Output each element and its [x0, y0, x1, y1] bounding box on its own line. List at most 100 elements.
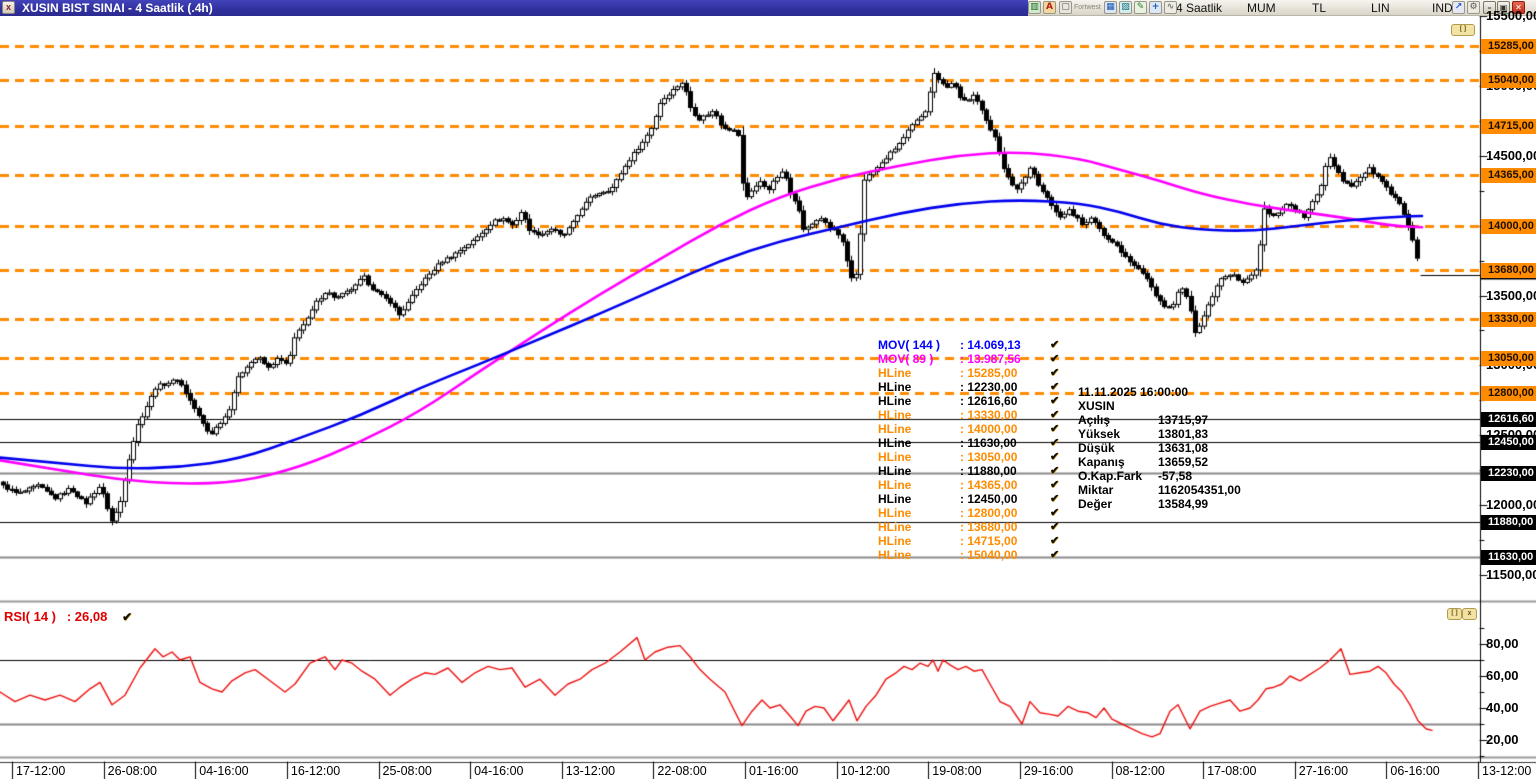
- legend-row-hline-15[interactable]: HLine: 15040,00 ✔: [878, 548, 1059, 562]
- price-axis-label: 13500,00: [1486, 287, 1536, 303]
- edit-check-icon[interactable]: ✔: [1050, 549, 1060, 561]
- titlebar: x XUSIN BIST SINAI - 4 Saatlik (.4h): [0, 0, 1028, 16]
- window-title: XUSIN BIST SINAI - 4 Saatlik (.4h): [22, 1, 213, 15]
- edit-check-icon[interactable]: ✔: [1050, 423, 1060, 435]
- legend-value: : 14.069,13: [960, 338, 1021, 352]
- legend-row-hline-2[interactable]: HLine: 15285,00 ✔: [878, 366, 1059, 380]
- navigate-icon[interactable]: +: [1149, 1, 1162, 14]
- legend-row-hline-14[interactable]: HLine: 14715,00 ✔: [878, 534, 1059, 548]
- legend-value: : 12230,00: [960, 380, 1018, 394]
- minimize-icon[interactable]: –: [1483, 1, 1496, 14]
- toolbar: Fortwest 4 Saatlik MUM TL LIN IND ↗ ⚙ – …: [1028, 0, 1536, 16]
- legend-row-hline-11[interactable]: HLine: 12450,00 ✔: [878, 492, 1059, 506]
- legend-row-hline-13[interactable]: HLine: 13680,00 ✔: [878, 520, 1059, 534]
- indicator-legend: MOV( 144 ): 14.069,13 ✔ MOV( 89 ): 13.987,…: [878, 338, 1059, 562]
- indicator-ind-button[interactable]: IND: [1432, 1, 1453, 15]
- x-axis-label: 10-12:00: [840, 764, 890, 778]
- hline-badge-black[interactable]: 12616,60: [1481, 411, 1536, 427]
- edit-check-icon[interactable]: ✔: [1050, 353, 1060, 365]
- x-axis-label: 04-16:00: [474, 764, 524, 778]
- legend-name: HLine: [878, 492, 912, 506]
- bar-info-box: 11.11.2025 16:00:00 XUSIN Açılış 13715,97…: [1078, 385, 1241, 511]
- hline-badge-orange[interactable]: 12800,00: [1481, 386, 1536, 402]
- close-icon[interactable]: x: [2, 1, 15, 14]
- legend-row-hline-10[interactable]: HLine: 14365,00 ✔: [878, 478, 1059, 492]
- hline-badge-black[interactable]: 11880,00: [1481, 514, 1536, 530]
- legend-row-hline-3[interactable]: HLine : 12230,00 ✔: [878, 380, 1059, 394]
- font-icon[interactable]: A: [1043, 1, 1056, 14]
- period-button[interactable]: 4 Saatlik: [1176, 1, 1223, 15]
- hline-badge-orange[interactable]: 14000,00: [1481, 218, 1536, 234]
- rsi-legend[interactable]: RSI( 14 ) : 26,08 ✔: [4, 609, 133, 624]
- legend-value: : 13050,00: [960, 450, 1018, 464]
- hline-badge-orange[interactable]: 13330,00: [1481, 312, 1536, 328]
- edit-check-icon[interactable]: ✔: [1050, 395, 1060, 407]
- legend-value: : 13680,00: [960, 520, 1018, 534]
- edit-check-icon[interactable]: ✔: [1050, 367, 1060, 379]
- legend-value: : 11880,00: [960, 464, 1017, 478]
- hline-badge-orange[interactable]: 15040,00: [1481, 73, 1536, 89]
- legend-name: HLine: [878, 380, 912, 394]
- rsi-pane-maximize-button[interactable]: []: [1447, 608, 1462, 620]
- x-axis-label: 25-08:00: [382, 764, 432, 778]
- scale-lin-button[interactable]: LIN: [1371, 1, 1390, 15]
- legend-row-hline-8[interactable]: HLine: 13050,00 ✔: [878, 450, 1059, 464]
- grid-icon[interactable]: ▦: [1104, 1, 1117, 14]
- hline-badge-orange[interactable]: 14365,00: [1481, 167, 1536, 183]
- pointer-icon[interactable]: ↗: [1452, 1, 1465, 14]
- legend-row-hline-6[interactable]: HLine: 14000,00 ✔: [878, 422, 1059, 436]
- edit-check-icon[interactable]: ✔: [1050, 465, 1060, 477]
- window-icon[interactable]: ▢: [1059, 1, 1072, 14]
- tools-icon[interactable]: ⚙: [1467, 1, 1480, 14]
- legend-name: HLine: [878, 436, 912, 450]
- hline-badge-black[interactable]: 12450,00: [1481, 435, 1536, 451]
- hline-badge-orange[interactable]: 14715,00: [1481, 118, 1536, 134]
- edit-check-icon[interactable]: ✔: [1050, 493, 1060, 505]
- close-window-icon[interactable]: ✕: [1512, 1, 1525, 14]
- rsi-pane-close-button[interactable]: x: [1462, 608, 1477, 620]
- x-axis-label: 01-16:00: [749, 764, 799, 778]
- hline-badge-orange[interactable]: 13050,00: [1481, 351, 1536, 367]
- edit-check-icon[interactable]: ✔: [1050, 507, 1060, 519]
- legend-row-hline-12[interactable]: HLine: 12800,00 ✔: [878, 506, 1059, 520]
- hline-badge-black[interactable]: 12230,00: [1481, 465, 1536, 481]
- chart-type-mum-button[interactable]: MUM: [1247, 1, 1276, 15]
- edit-check-icon[interactable]: ✔: [1050, 521, 1060, 533]
- legend-row-hline-7[interactable]: HLine: 11630,00 ✔: [878, 436, 1059, 450]
- legend-row-hline-4[interactable]: HLine: 12616,60 ✔: [878, 394, 1059, 408]
- legend-row-mov-1[interactable]: MOV( 89 ): 13.987,56 ✔: [878, 352, 1059, 366]
- edit-check-icon[interactable]: ✔: [1050, 535, 1060, 547]
- edit-check-icon[interactable]: ✔: [1050, 451, 1060, 463]
- legend-row-hline-5[interactable]: HLine: 13330,00 ✔: [878, 408, 1059, 422]
- restore-icon[interactable]: ▣: [1497, 1, 1510, 14]
- info-row: Açılış 13715,97: [1078, 413, 1241, 427]
- legend-row-mov-0[interactable]: MOV( 144 ): 14.069,13 ✔: [878, 338, 1059, 352]
- legend-row-hline-9[interactable]: HLine : 11880,00 ✔: [878, 464, 1059, 478]
- draw-line-icon[interactable]: ✎: [1134, 1, 1147, 14]
- info-value: 13715,97: [1158, 413, 1209, 427]
- rsi-edit-check-icon[interactable]: ✔: [122, 610, 133, 624]
- hline-badge-orange[interactable]: 13680,00: [1481, 263, 1536, 279]
- zigzag-icon[interactable]: ∿: [1164, 1, 1177, 14]
- legend-name: MOV( 89 ): [878, 352, 934, 366]
- legend-name: HLine: [878, 464, 912, 478]
- hline-badge-black[interactable]: 11630,00: [1481, 549, 1536, 565]
- currency-tl-button[interactable]: TL: [1312, 1, 1327, 15]
- edit-check-icon[interactable]: ✔: [1050, 409, 1060, 421]
- legend-name: HLine: [878, 534, 912, 548]
- main-pane-maximize-button[interactable]: []: [1451, 24, 1475, 36]
- info-label: Düşük: [1078, 441, 1115, 455]
- chart-style-icon[interactable]: ▥: [1028, 1, 1041, 14]
- edit-check-icon[interactable]: ✔: [1050, 479, 1060, 491]
- x-axis-label: 13-12:00: [1482, 764, 1532, 778]
- edit-check-icon[interactable]: ✔: [1050, 437, 1060, 449]
- price-axis-label: 11500,00: [1486, 567, 1536, 582]
- info-value: 13801,83: [1158, 427, 1209, 441]
- edit-check-icon[interactable]: ✔: [1050, 381, 1060, 393]
- hline-badge-orange[interactable]: 15285,00: [1481, 39, 1536, 55]
- x-axis-label: 19-08:00: [932, 764, 982, 778]
- image-icon[interactable]: ▧: [1119, 1, 1132, 14]
- edit-check-icon[interactable]: ✔: [1050, 339, 1060, 351]
